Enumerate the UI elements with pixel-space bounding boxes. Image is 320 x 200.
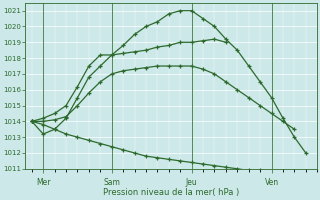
X-axis label: Pression niveau de la mer( hPa ): Pression niveau de la mer( hPa )	[103, 188, 239, 197]
